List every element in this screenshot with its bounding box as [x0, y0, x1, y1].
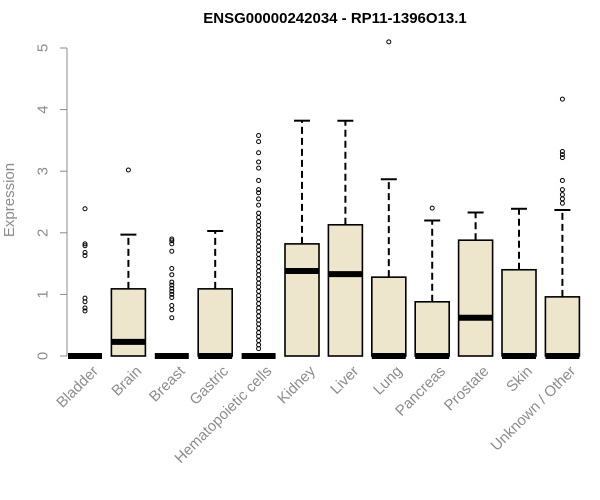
box-2: [154, 236, 189, 359]
box-body: [197, 288, 233, 357]
outlier-point: [169, 272, 175, 278]
outlier-point: [256, 190, 262, 196]
y-tick-label: 1: [35, 290, 52, 298]
outlier-point: [169, 236, 175, 242]
outlier-point: [256, 239, 262, 245]
box-body: [110, 288, 147, 357]
outlier-point: [256, 177, 262, 183]
x-tick-label: Prostate: [441, 363, 493, 415]
box-body: [284, 243, 320, 357]
box-11: [544, 96, 581, 359]
outlier-point: [559, 177, 565, 183]
outlier-point: [256, 196, 262, 202]
outlier-point: [256, 288, 262, 294]
outlier-point: [559, 196, 565, 202]
chart-title: ENSG00000242034 - RP11-1396O13.1: [203, 10, 467, 27]
x-tick-label: Breast: [146, 362, 189, 405]
outlier-point: [256, 338, 262, 344]
box-body: [457, 239, 494, 357]
box-1: [110, 167, 147, 357]
outlier-point: [256, 132, 262, 138]
outlier-point: [256, 276, 262, 282]
outlier-point: [169, 288, 175, 294]
outlier-point: [169, 294, 175, 300]
box-body: [501, 268, 537, 357]
box-8: [414, 205, 451, 359]
box-0: [68, 206, 102, 359]
outlier-point: [82, 305, 88, 311]
y-axis: 0 1 2 3 4 5: [35, 44, 68, 360]
outlier-point: [256, 202, 262, 208]
outlier-point: [82, 253, 88, 259]
outlier-point: [559, 155, 565, 161]
outlier-point: [256, 150, 262, 156]
y-axis-title: Expression: [1, 163, 18, 237]
y-tick-label: 4: [35, 105, 52, 113]
outlier-point: [256, 325, 262, 331]
outlier-point: [256, 159, 262, 165]
box-6: [327, 119, 364, 357]
x-tick-label: Lung: [370, 363, 406, 399]
y-tick-label: 0: [35, 352, 52, 360]
outlier-point: [169, 241, 175, 247]
outlier-point: [256, 251, 262, 257]
x-tick-label: Kidney: [274, 362, 319, 407]
outlier-point: [82, 308, 88, 314]
outlier-point: [82, 243, 88, 249]
outlier-point: [256, 139, 262, 145]
x-tick-label: Brain: [108, 363, 145, 400]
x-tick-label: Skin: [503, 363, 536, 396]
outlier-point: [125, 167, 131, 173]
box-10: [501, 207, 537, 359]
y-tick-label: 5: [35, 44, 52, 52]
outlier-point: [169, 266, 175, 272]
outlier-point: [169, 248, 175, 254]
outlier-point: [256, 187, 262, 193]
outlier-point: [559, 187, 565, 193]
outlier-point: [82, 241, 88, 247]
box-9: [457, 211, 494, 357]
outlier-point: [169, 302, 175, 308]
outlier-point: [82, 206, 88, 212]
outlier-point: [559, 200, 565, 206]
outlier-point: [169, 238, 175, 244]
x-tick-label: Liver: [327, 363, 362, 398]
outlier-point: [256, 210, 262, 216]
box-body: [544, 296, 581, 357]
box-3: [197, 229, 233, 359]
outlier-point: [256, 313, 262, 319]
outlier-point: [82, 250, 88, 256]
box-body: [327, 223, 364, 357]
y-tick-label: 3: [35, 167, 52, 175]
y-tick-label: 2: [35, 229, 52, 237]
outlier-point: [169, 315, 175, 321]
outlier-point: [386, 39, 392, 45]
outlier-point: [169, 291, 175, 297]
outlier-point: [169, 307, 175, 313]
outlier-point: [559, 148, 565, 154]
box-body: [414, 300, 451, 357]
outlier-point: [256, 165, 262, 171]
boxes-layer: [68, 39, 581, 359]
outlier-point: [169, 279, 175, 285]
outlier-point: [256, 227, 262, 233]
box-5: [284, 119, 320, 357]
outlier-point: [82, 295, 88, 301]
box-7: [370, 39, 407, 359]
outlier-point: [169, 285, 175, 291]
outlier-point: [256, 264, 262, 270]
outlier-point: [559, 192, 565, 198]
outlier-point: [559, 152, 565, 158]
outlier-point: [256, 301, 262, 307]
box-4: [241, 132, 276, 359]
box-body: [370, 276, 407, 357]
outlier-point: [169, 282, 175, 288]
outlier-point: [256, 214, 262, 220]
outlier-point: [559, 96, 565, 102]
outlier-point: [429, 205, 435, 211]
x-tick-label: Bladder: [53, 363, 102, 412]
